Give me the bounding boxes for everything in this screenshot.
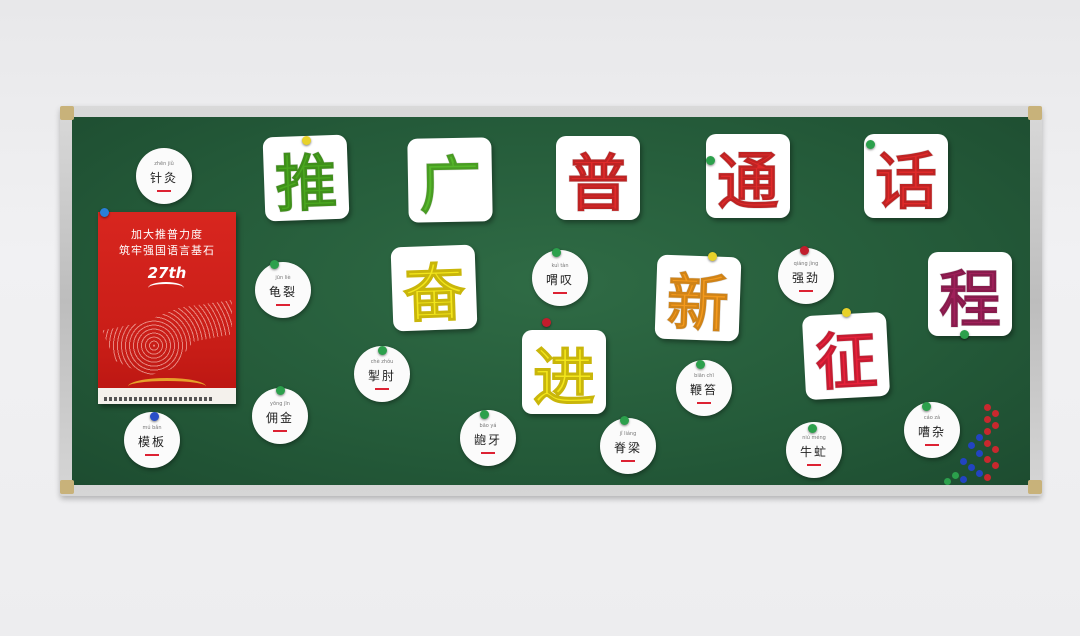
pushpin-icon [620,416,629,425]
pushpin-icon [542,318,551,327]
word-card: qiáng jìng 强劲 [778,248,834,304]
pushpin-icon [842,308,851,317]
word-card: kuì tàn 喟叹 [532,250,588,306]
word-card: chè zhǒu 掣肘 [354,346,410,402]
poster-line-2: 筑牢强国语言基石 [119,244,215,257]
pushpin-icon [800,246,809,255]
word-card: cáo zá 嘈杂 [904,402,960,458]
pushpin-icon [922,402,931,411]
red-poster: 加大推普力度 筑牢强国语言基石 27th [98,212,236,404]
magnet-pins-cluster [944,402,1004,486]
frame-corner [1028,106,1042,120]
frame-corner [1028,480,1042,494]
pushpin-icon [302,136,311,145]
slogan-char: 奋 [390,244,478,332]
word-card: bāo yá 龅牙 [460,410,516,466]
frame-corner [60,106,74,120]
pushpin-icon [378,346,387,355]
pushpin-icon [270,260,279,269]
slogan-char: 进 [522,330,606,415]
pushpin-icon [552,248,561,257]
pushpin-icon [708,252,717,261]
frame-corner [60,480,74,494]
poster-footer [98,378,236,404]
pushpin-icon [276,386,285,395]
title-char: 广 [407,137,493,223]
title-char: 话 [864,134,948,219]
title-char: 通 [706,134,790,219]
word-card: jūn liè 龟裂 [255,262,311,318]
title-char: 普 [556,136,640,221]
title-char: 推 [262,134,350,222]
footer-arc-icon [128,378,206,395]
word-card: biān chī 鞭笞 [676,360,732,416]
slogan-char: 程 [928,252,1012,337]
poster-logo-icon [148,282,184,294]
slogan-char: 新 [654,254,742,342]
poster-number: 27th [147,264,187,282]
pushpin-icon [808,424,817,433]
slogan-char: 征 [801,311,891,401]
pushpin-icon [960,330,969,339]
pushpin-icon [480,410,489,419]
pushpin-icon [706,156,715,165]
word-card: yōng jīn 佣金 [252,388,308,444]
pushpin-icon [696,360,705,369]
word-card: mú bǎn 模板 [124,412,180,468]
poster-line-1: 加大推普力度 [131,228,203,241]
word-card: zhēn jiǔ 针灸 [136,148,192,204]
pushpin-icon [100,208,109,217]
footer-print-pattern [104,397,214,401]
word-card: jǐ liáng 脊梁 [600,418,656,474]
pushpin-icon [150,412,159,421]
pushpin-icon [866,140,875,149]
hands-graphic-icon [102,300,232,376]
